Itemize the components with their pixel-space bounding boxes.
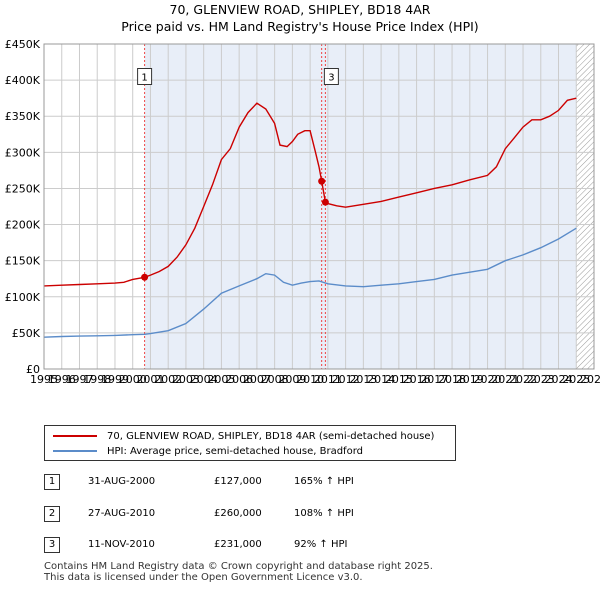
sale-hpi-change: 92% ↑ HPI: [294, 539, 348, 550]
x-tick-label: 2002: [154, 373, 182, 386]
x-tick-label: 2019: [456, 373, 484, 386]
x-tick-label: 2025: [562, 373, 590, 386]
x-tick-label: 2015: [385, 373, 413, 386]
sale-number-badge: 2: [44, 506, 60, 522]
y-tick-label: £200K: [5, 219, 41, 232]
x-tick-label: 1996: [48, 373, 76, 386]
y-tick-label: £350K: [5, 110, 41, 123]
x-tick-label: 2012: [332, 373, 360, 386]
x-tick-label: 2007: [243, 373, 271, 386]
x-tick-label: 2022: [509, 373, 537, 386]
sale-number-badge: 3: [44, 537, 60, 553]
sale-marker-label: 1: [141, 73, 147, 84]
x-tick-label: 2023: [527, 373, 555, 386]
property-price-line: [43, 97, 577, 287]
x-tick-label: 2003: [172, 373, 200, 386]
sale-point: [321, 198, 329, 206]
sale-date: 31-AUG-2000: [88, 476, 156, 487]
price-chart: £0 £50K £100K £150K £200K £250K £300K £350K £400…: [5, 38, 600, 386]
x-tick-label: 2018: [438, 373, 466, 386]
x-tick-label: 2026: [580, 373, 600, 386]
sale-row-2: 2 27-AUG-2010 £260,000 108% ↑ HPI: [44, 506, 464, 524]
x-tick-label: 1997: [65, 373, 93, 386]
x-tick-label: 2011: [314, 373, 342, 386]
y-tick-label: £100K: [5, 291, 41, 304]
legend-swatch-hpi: [53, 450, 97, 452]
x-tick-label: 2000: [119, 373, 147, 386]
y-tick-label: £250K: [5, 182, 41, 195]
legend: 70, GLENVIEW ROAD, SHIPLEY, BD18 4AR (se…: [44, 425, 456, 461]
footer-copyright: Contains HM Land Registry data © Crown c…: [44, 561, 433, 572]
sale-marker-label: 3: [328, 73, 334, 84]
x-tick-label: 1995: [30, 373, 58, 386]
x-tick-label: 1998: [83, 373, 111, 386]
y-tick-label: £450K: [5, 38, 41, 51]
sale-price: £260,000: [214, 508, 262, 519]
x-tick-label: 2016: [403, 373, 431, 386]
sale-point: [141, 273, 149, 281]
sale-price: £231,000: [214, 539, 262, 550]
x-tick-label: 2004: [190, 373, 218, 386]
x-tick-label: 2001: [136, 373, 164, 386]
sale-marker-box: [323, 68, 339, 85]
hpi-line: [43, 227, 577, 338]
x-tick-label: 2008: [261, 373, 289, 386]
chart-title: 70, GLENVIEW ROAD, SHIPLEY, BD18 4AR: [169, 2, 431, 17]
x-tick-label: 2014: [367, 373, 395, 386]
legend-swatch-property: [53, 435, 97, 437]
legend-item-hpi: HPI: Average price, semi-detached house,…: [53, 444, 363, 458]
y-tick-label: £50K: [12, 327, 41, 340]
sale-price: £127,000: [214, 476, 262, 487]
x-tick-label: 2020: [474, 373, 502, 386]
shaded-region: [144, 44, 577, 369]
x-tick-label: 2013: [349, 373, 377, 386]
legend-label-property: 70, GLENVIEW ROAD, SHIPLEY, BD18 4AR (se…: [107, 430, 435, 442]
legend-label-hpi: HPI: Average price, semi-detached house,…: [107, 445, 363, 457]
sale-date: 11-NOV-2010: [88, 539, 155, 550]
footer: Contains HM Land Registry data © Crown c…: [44, 561, 433, 583]
legend-item-property: 70, GLENVIEW ROAD, SHIPLEY, BD18 4AR (se…: [53, 429, 434, 443]
y-tick-label: £400K: [5, 74, 41, 87]
sale-hpi-change: 165% ↑ HPI: [294, 476, 354, 487]
plot-frame: [43, 43, 595, 370]
sale-point: [318, 177, 326, 185]
sale-date: 27-AUG-2010: [88, 508, 156, 519]
y-tick-label: £0: [26, 363, 40, 376]
x-tick-label: 2021: [491, 373, 519, 386]
sale-row-1: 1 31-AUG-2000 £127,000 165% ↑ HPI: [44, 474, 464, 492]
x-tick-label: 2010: [296, 373, 324, 386]
footer-licence: This data is licensed under the Open Gov…: [44, 572, 363, 583]
sale-hpi-change: 108% ↑ HPI: [294, 508, 354, 519]
sale-row-3: 3 11-NOV-2010 £231,000 92% ↑ HPI: [44, 537, 464, 555]
sale-marker-box: [137, 68, 153, 85]
y-tick-label: £300K: [5, 146, 41, 159]
chart-subtitle: Price paid vs. HM Land Registry's House …: [121, 19, 479, 34]
forecast-hatch: [576, 44, 594, 369]
x-tick-label: 2009: [278, 373, 306, 386]
x-tick-label: 2006: [225, 373, 253, 386]
x-tick-label: 2005: [207, 373, 235, 386]
sale-number-badge: 1: [44, 474, 60, 490]
y-tick-label: £150K: [5, 255, 41, 268]
x-tick-label: 1999: [101, 373, 129, 386]
x-tick-label: 2017: [420, 373, 448, 386]
x-tick-label: 2024: [545, 373, 573, 386]
